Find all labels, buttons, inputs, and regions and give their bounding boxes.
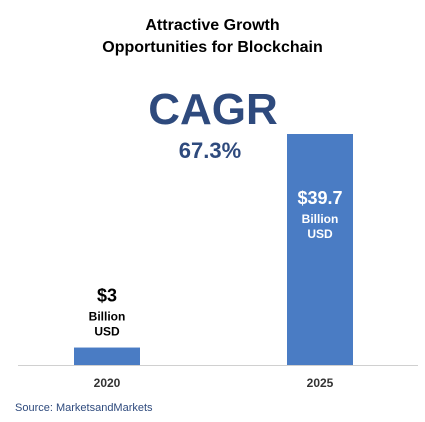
x-tick-labels: 2020 2025 [94, 376, 334, 390]
bar-2025 [287, 134, 353, 365]
data-label-unit1-2025: Billion [302, 212, 339, 226]
cagr-label: CAGR [148, 85, 278, 134]
data-label-value-2025: $39.7 [297, 188, 342, 208]
chart-title-line-2: Opportunities for Blockchain [102, 39, 322, 56]
x-tick-2020: 2020 [94, 376, 121, 390]
data-label-unit2-2020: USD [94, 325, 120, 339]
data-label-value-2020: $3 [97, 286, 117, 306]
data-label-unit1-2020: Billion [89, 310, 126, 324]
data-label-unit2-2025: USD [307, 227, 333, 241]
cagr-value: 67.3% [179, 138, 241, 163]
bar-2020 [74, 347, 140, 365]
chart-title-line-1: Attractive Growth [145, 17, 279, 34]
bars [74, 134, 353, 365]
source-note: Source: MarketsandMarkets [15, 402, 153, 414]
x-tick-2025: 2025 [307, 376, 334, 390]
